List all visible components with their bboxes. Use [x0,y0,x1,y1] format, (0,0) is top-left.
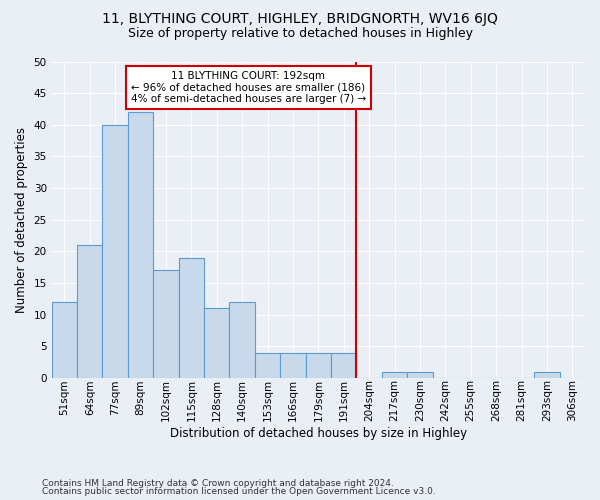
Bar [153,270,179,378]
X-axis label: Distribution of detached houses by size in Highley: Distribution of detached houses by size … [170,427,467,440]
Text: Size of property relative to detached houses in Highley: Size of property relative to detached ho… [128,28,473,40]
Text: 11 BLYTHING COURT: 192sqm
← 96% of detached houses are smaller (186)
4% of semi-: 11 BLYTHING COURT: 192sqm ← 96% of detac… [131,71,366,104]
Bar [255,352,280,378]
Text: Contains HM Land Registry data © Crown copyright and database right 2024.: Contains HM Land Registry data © Crown c… [42,478,394,488]
Bar [128,112,153,378]
Bar [179,258,204,378]
Bar [229,302,255,378]
Bar [77,245,103,378]
Bar [103,125,128,378]
Text: 11, BLYTHING COURT, HIGHLEY, BRIDGNORTH, WV16 6JQ: 11, BLYTHING COURT, HIGHLEY, BRIDGNORTH,… [102,12,498,26]
Y-axis label: Number of detached properties: Number of detached properties [15,126,28,312]
Bar [382,372,407,378]
Bar [534,372,560,378]
Text: Contains public sector information licensed under the Open Government Licence v3: Contains public sector information licen… [42,487,436,496]
Bar [280,352,305,378]
Bar [305,352,331,378]
Bar [407,372,433,378]
Bar [204,308,229,378]
Bar [52,302,77,378]
Bar [331,352,356,378]
